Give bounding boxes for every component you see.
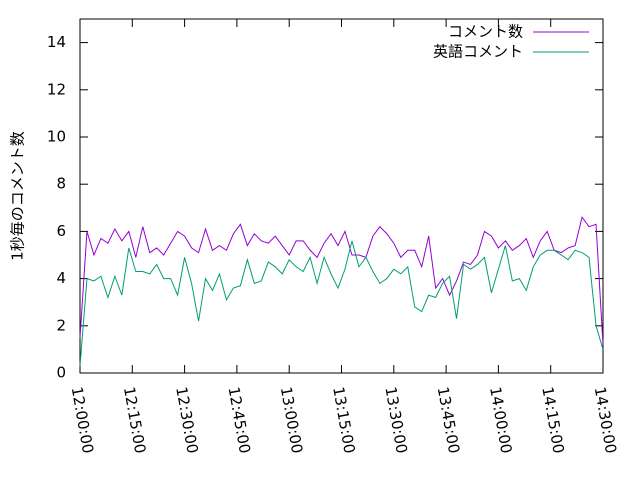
x-tick-label: 12:45:00 (225, 385, 254, 454)
x-tick-label: 12:15:00 (120, 385, 149, 454)
x-tick-label: 14:30:00 (591, 385, 620, 454)
series-line (79, 216, 604, 345)
y-tick-label: 14 (47, 33, 66, 51)
x-tick-label: 14:15:00 (538, 385, 567, 454)
y-tick-label: 0 (56, 364, 66, 382)
legend-label: コメント数 (448, 23, 523, 41)
x-tick-label: 12:30:00 (172, 385, 201, 454)
plot-border (79, 18, 604, 374)
x-tick-label: 12:00:00 (68, 385, 97, 454)
x-tick-label: 13:15:00 (329, 385, 358, 454)
y-axis-label: 1秒毎のコメント数 (9, 131, 27, 261)
x-tick-label: 13:45:00 (434, 385, 463, 454)
y-tick-label: 2 (56, 316, 66, 334)
legend-label: 英語コメント (433, 43, 523, 61)
y-tick-label: 6 (56, 222, 66, 240)
y-tick-label: 12 (47, 80, 66, 98)
y-tick-label: 4 (56, 269, 66, 287)
y-tick-label: 8 (56, 175, 66, 193)
x-tick-label: 13:30:00 (381, 385, 410, 454)
series-line (79, 240, 604, 366)
x-tick-label: 13:00:00 (277, 385, 306, 454)
y-tick-label: 10 (47, 128, 66, 146)
x-tick-label: 14:00:00 (486, 385, 515, 454)
